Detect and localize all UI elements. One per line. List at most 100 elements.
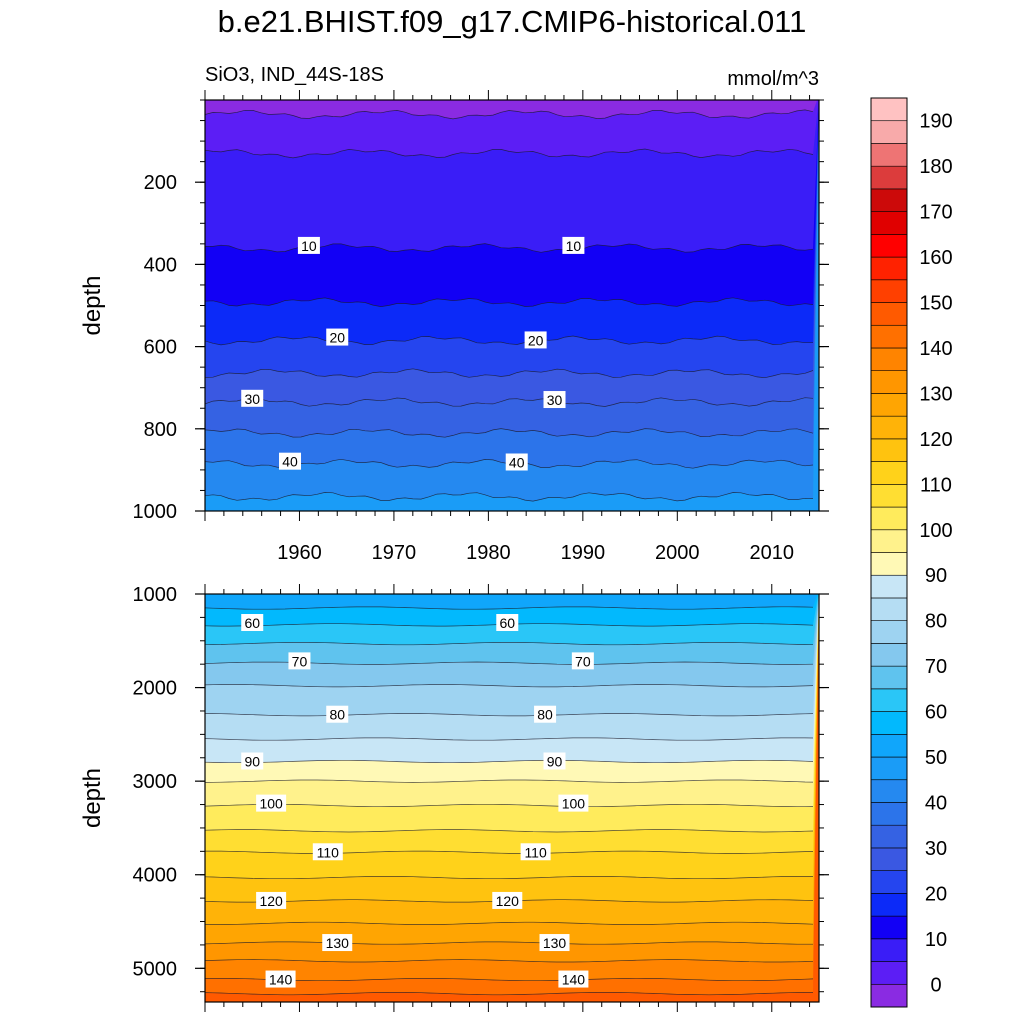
contour-label-box bbox=[524, 331, 547, 349]
colorbar-box bbox=[870, 120, 908, 144]
y-tick-label: 5000 bbox=[133, 958, 178, 980]
colorbar-box bbox=[870, 870, 908, 894]
contour-label-box bbox=[558, 970, 589, 988]
contour-label: 60 bbox=[244, 615, 260, 631]
contour-label: 110 bbox=[317, 844, 340, 860]
contour-label-box bbox=[505, 453, 528, 471]
contour-label-box bbox=[256, 891, 287, 909]
colorbar-tick-label: 120 bbox=[919, 429, 952, 451]
y-tick-label: 1000 bbox=[133, 501, 178, 523]
colorbar-box bbox=[870, 779, 908, 803]
contour-line bbox=[205, 992, 813, 996]
colorbar-box bbox=[870, 574, 908, 599]
colorbar-box bbox=[870, 188, 908, 212]
colorbar-tick-label: 60 bbox=[925, 702, 947, 724]
contour-line bbox=[205, 109, 814, 120]
contour-line bbox=[205, 397, 814, 407]
contour-line bbox=[205, 428, 814, 438]
contour-label: 10 bbox=[301, 238, 317, 254]
contour-line bbox=[205, 368, 814, 379]
colorbar-box bbox=[870, 165, 908, 190]
contour-line bbox=[205, 875, 814, 880]
y-axis-label: depth bbox=[79, 275, 106, 335]
x-tick-label: 1980 bbox=[466, 542, 511, 564]
colorbar-box bbox=[870, 597, 908, 621]
colorbar-box bbox=[870, 415, 908, 440]
contour-band bbox=[205, 100, 818, 119]
contour-line bbox=[205, 779, 814, 783]
lower-panel: 60 60 70 70 80 80 90 90 100 100 110 110 120 120 130 130… bbox=[79, 584, 829, 1012]
contour-label-box bbox=[534, 705, 557, 723]
colorbar-box bbox=[870, 256, 908, 281]
colorbar-box bbox=[870, 143, 908, 167]
contour-label-box bbox=[326, 328, 349, 346]
colorbar-box bbox=[870, 347, 908, 372]
contour-label-box bbox=[543, 752, 566, 770]
colorbar-box bbox=[870, 983, 908, 1008]
contour-label: 30 bbox=[244, 391, 260, 407]
colorbar-tick-label: 30 bbox=[925, 838, 947, 860]
y-axis-label: depth bbox=[79, 768, 106, 828]
y-tick-label: 4000 bbox=[133, 865, 178, 887]
contour-label: 90 bbox=[244, 754, 260, 770]
contour-label-box bbox=[496, 614, 519, 632]
contour-label-box bbox=[279, 452, 302, 470]
contour-line bbox=[205, 737, 814, 741]
contour-line bbox=[205, 492, 814, 502]
contour-line bbox=[205, 977, 814, 982]
contour-band bbox=[205, 100, 819, 158]
contour-line bbox=[205, 803, 814, 808]
contour-label-box bbox=[520, 843, 551, 861]
contour-line bbox=[205, 642, 814, 646]
colorbar-tick-label: 10 bbox=[925, 929, 947, 951]
colorbar-tick-label: 40 bbox=[925, 792, 947, 814]
contour-label: 70 bbox=[292, 653, 308, 669]
colorbar-box bbox=[870, 393, 908, 417]
colorbar-box bbox=[870, 279, 908, 303]
contour-label-box bbox=[241, 614, 264, 632]
y-tick-label: 2000 bbox=[133, 678, 178, 700]
colorbar-tick-label: 160 bbox=[919, 247, 952, 269]
contour-fill bbox=[205, 594, 819, 1002]
contour-label: 110 bbox=[524, 844, 547, 860]
contour-line bbox=[205, 713, 814, 717]
colorbar-box bbox=[870, 529, 908, 553]
contour-label-box bbox=[543, 391, 566, 409]
colorbar-tick-label: 150 bbox=[919, 293, 952, 315]
colorbar-box bbox=[870, 484, 908, 508]
contour-label-box bbox=[322, 934, 353, 952]
contour-label: 120 bbox=[496, 893, 520, 909]
colorbar-box bbox=[870, 847, 908, 871]
colorbar-tick-label: 180 bbox=[919, 156, 952, 178]
colorbar-box bbox=[870, 506, 908, 531]
contour-label: 20 bbox=[528, 332, 544, 348]
contour-label: 40 bbox=[509, 455, 525, 471]
contour-label-box bbox=[562, 236, 585, 254]
contour-label: 90 bbox=[547, 754, 563, 770]
contour-fill bbox=[205, 100, 819, 511]
contour-label-box bbox=[265, 970, 296, 988]
colorbar-box bbox=[870, 893, 908, 917]
contour-line bbox=[205, 297, 814, 307]
colorbar-box bbox=[870, 756, 908, 781]
colorbar-box bbox=[870, 324, 908, 349]
colorbar-box bbox=[870, 211, 908, 235]
chart-title: b.e21.BHIST.f09_g17.CMIP6-historical.011 bbox=[217, 4, 807, 39]
x-tick-label: 1990 bbox=[561, 542, 606, 564]
colorbar-tick-label: 100 bbox=[919, 520, 952, 542]
contour-line bbox=[205, 829, 814, 833]
x-tick-label: 1960 bbox=[277, 542, 322, 564]
colorbar-box bbox=[870, 938, 908, 962]
contour-label: 70 bbox=[575, 653, 591, 669]
upper-panel: 10 10 20 20 30 30 40 40 200 400 600 800 1000 depth bbox=[79, 90, 829, 523]
colorbar-box bbox=[870, 97, 908, 122]
contour-label-box bbox=[571, 652, 594, 670]
contour-label: 60 bbox=[499, 615, 515, 631]
colorbar-box bbox=[870, 302, 908, 326]
contour-label: 130 bbox=[543, 935, 567, 951]
contour-line bbox=[205, 606, 814, 610]
colorbar-box bbox=[870, 802, 908, 826]
colorbar-frame bbox=[870, 97, 908, 1008]
contour-label: 130 bbox=[326, 935, 350, 951]
